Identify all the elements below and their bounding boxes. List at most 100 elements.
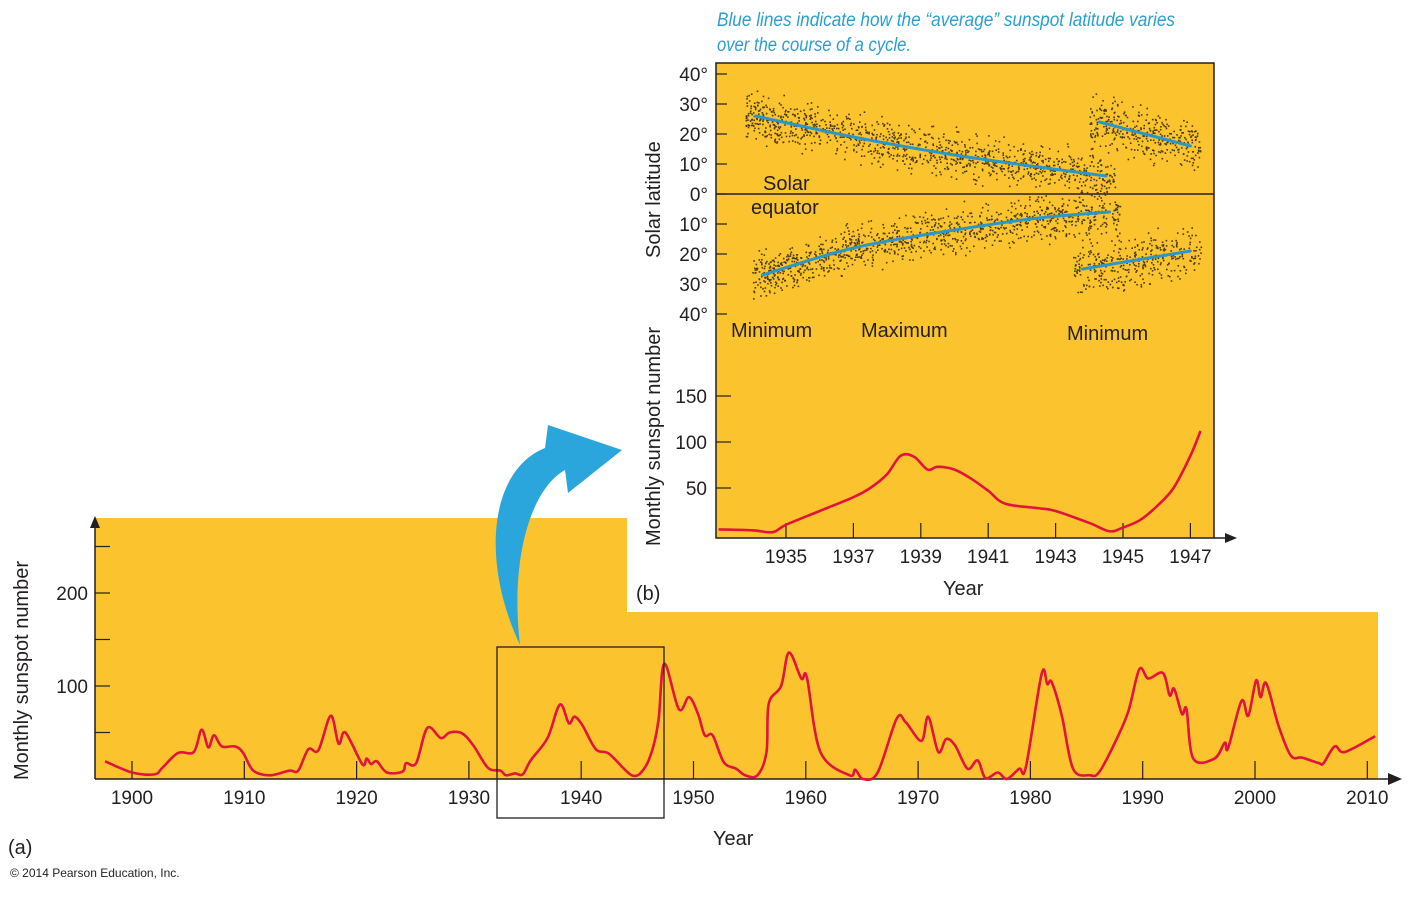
sunspot-dot	[1054, 227, 1057, 229]
sunspot-dot	[1104, 133, 1106, 135]
sunspot-dot	[1164, 152, 1167, 154]
sunspot-dot	[793, 260, 796, 263]
sunspot-dot	[1133, 252, 1136, 255]
sunspot-dot	[1041, 224, 1043, 227]
sunspot-dot	[878, 152, 881, 155]
sunspot-dot	[1017, 170, 1020, 173]
sunspot-dot	[1016, 217, 1019, 220]
sunspot-dot	[978, 176, 980, 179]
sunspot-dot	[949, 224, 951, 227]
sunspot-dot	[1133, 264, 1136, 266]
sunspot-dot	[1054, 237, 1057, 240]
sunspot-dot	[781, 270, 784, 272]
sunspot-dot	[1070, 215, 1072, 218]
sunspot-dot	[1072, 174, 1075, 176]
sunspot-dot	[1103, 125, 1105, 128]
x-tick-label: 1960	[785, 788, 827, 809]
sunspot-dot	[1099, 260, 1102, 263]
sunspot-dot	[974, 183, 977, 185]
sunspot-dot	[964, 146, 966, 148]
sunspot-dot	[859, 142, 861, 144]
sunspot-dot	[797, 113, 799, 115]
sunspot-dot	[1100, 275, 1103, 277]
sunspot-dot	[1191, 257, 1193, 259]
sunspot-dot	[772, 259, 775, 262]
sunspot-dot	[1033, 167, 1035, 169]
sunspot-dot	[890, 154, 892, 156]
sunspot-dot	[1090, 135, 1092, 137]
sunspot-dot	[1143, 282, 1145, 284]
sunspot-dot	[990, 218, 992, 221]
sunspot-dot	[861, 125, 863, 128]
sunspot-dot	[1036, 210, 1038, 213]
sunspot-dot	[814, 115, 817, 118]
sunspot-dot	[1028, 215, 1031, 218]
sunspot-dot	[1020, 224, 1022, 227]
sunspot-dot	[1101, 185, 1104, 187]
sunspot-dot	[1136, 245, 1139, 247]
sunspot-dot	[1084, 184, 1087, 187]
average-latitude-line	[754, 114, 1108, 178]
sunspot-dot	[951, 144, 954, 146]
sunspot-dot	[1032, 153, 1034, 156]
sunspot-dot	[1092, 156, 1095, 159]
sunspot-dot	[1020, 177, 1022, 180]
sunspot-dot	[893, 147, 896, 150]
sunspot-dot	[971, 215, 973, 218]
sunspot-dot	[905, 133, 907, 135]
sunspot-dot	[890, 139, 893, 142]
sunspot-dot	[1132, 106, 1134, 108]
sunspot-dot	[1165, 143, 1168, 146]
sunspot-dot	[822, 118, 824, 121]
sunspot-dot	[797, 270, 799, 272]
sunspot-dot	[1112, 128, 1115, 130]
sunspot-dot	[791, 260, 793, 263]
sunspot-dot	[898, 137, 900, 139]
sunspot-dot	[933, 248, 935, 250]
sunspot-dot	[1090, 123, 1093, 125]
sunspot-dot	[912, 160, 914, 162]
sunspot-dot	[1116, 149, 1119, 152]
sunspot-dot	[1075, 264, 1077, 266]
sunspot-dot	[911, 143, 914, 146]
sunspot-dot	[989, 174, 991, 177]
sunspot-dot	[1091, 245, 1094, 247]
sunspot-dot	[1008, 177, 1010, 179]
inset-x-tick-label: 1947	[1169, 547, 1211, 568]
annotation-minimum-2: Minimum	[1067, 323, 1148, 345]
sunspot-dot	[1129, 279, 1131, 282]
sunspot-dot	[943, 133, 945, 135]
sunspot-dot	[1063, 160, 1065, 163]
sunspot-dot	[798, 120, 800, 122]
sunspot-dot	[1114, 201, 1117, 204]
sunspot-dot	[1078, 266, 1081, 268]
sunspot-dot	[1098, 177, 1101, 179]
sunspot-dot	[918, 245, 920, 248]
sunspot-dot	[1091, 154, 1094, 157]
sunspot-dot	[1195, 246, 1198, 249]
sunspot-dot	[1002, 152, 1005, 154]
sunspot-dot	[761, 112, 764, 114]
sunspot-dot	[828, 264, 831, 267]
sunspot-dot	[945, 156, 947, 159]
sunspot-dot	[1076, 187, 1079, 189]
sunspot-dot	[798, 269, 800, 272]
sunspot-dot	[1090, 179, 1092, 182]
sunspot-dot	[1037, 200, 1040, 203]
sunspot-dot	[1055, 220, 1057, 222]
sunspot-dot	[1113, 222, 1115, 225]
sunspot-dot	[897, 248, 900, 251]
sunspot-dot	[975, 133, 977, 135]
sunspot-dot	[777, 115, 780, 117]
sunspot-dot	[1100, 261, 1103, 264]
sunspot-dot	[1097, 252, 1100, 255]
sunspot-dot	[1091, 148, 1094, 150]
sunspot-dot	[959, 158, 961, 160]
sunspot-dot	[841, 245, 844, 248]
sunspot-dot	[897, 253, 899, 256]
sunspot-dot	[1093, 140, 1096, 143]
sunspot-dot	[1089, 250, 1092, 252]
sunspot-dot	[1197, 166, 1199, 168]
sunspot-dot	[754, 267, 756, 270]
